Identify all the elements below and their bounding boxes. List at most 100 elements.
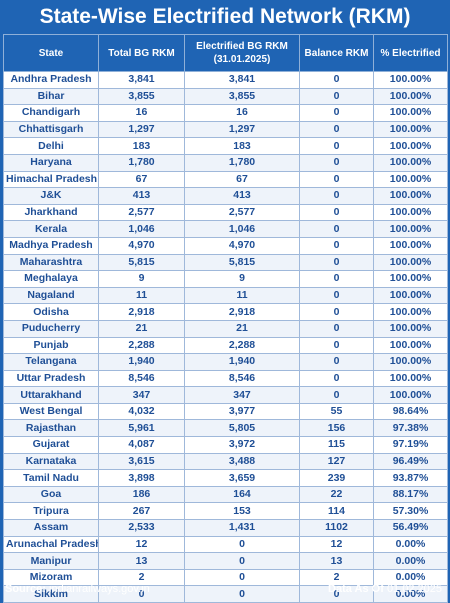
cell-state: Maharashtra — [3, 253, 99, 272]
cell-percent-electrified: 98.64% — [373, 402, 448, 421]
data-as-of-value: 01.02.2025 — [386, 583, 442, 595]
cell-percent-electrified: 100.00% — [373, 170, 448, 189]
cell-balance-rkm: 0 — [299, 104, 374, 122]
cell-electrified-bg-rkm: 3,855 — [184, 87, 300, 106]
cell-balance-rkm: 127 — [299, 452, 374, 471]
cell-total-bg-rkm: 186 — [98, 485, 185, 504]
cell-percent-electrified: 0.00% — [373, 568, 448, 587]
cell-state: Tamil Nadu — [3, 469, 99, 487]
cell-electrified-bg-rkm: 8,546 — [184, 369, 300, 388]
table-row: Sikkim 0 0 0 0.00% — [3, 585, 448, 603]
cell-electrified-bg-rkm: 3,977 — [184, 402, 300, 421]
footer: Source: indianrailways.gov.in Data As Of… — [0, 578, 450, 600]
cell-percent-electrified: 100.00% — [373, 353, 448, 371]
cell-total-bg-rkm: 267 — [98, 502, 185, 521]
cell-percent-electrified: 100.00% — [373, 71, 448, 89]
table-row: Goa 186 164 22 88.17% — [3, 485, 448, 504]
cell-balance-rkm: 22 — [299, 485, 374, 504]
table-row: Kerala 1,046 1,046 0 100.00% — [3, 220, 448, 238]
cell-state: Haryana — [3, 153, 99, 172]
cell-total-bg-rkm: 5,815 — [98, 253, 185, 272]
cell-electrified-bg-rkm: 4,970 — [184, 236, 300, 255]
header-balance-rkm: Balance RKM — [299, 34, 374, 72]
cell-state: Bihar — [3, 87, 99, 106]
cell-total-bg-rkm: 1,046 — [98, 220, 185, 238]
cell-electrified-bg-rkm: 183 — [184, 137, 300, 155]
cell-state: Manipur — [3, 552, 99, 570]
cell-state: Nagaland — [3, 286, 99, 305]
cell-percent-electrified: 100.00% — [373, 286, 448, 305]
header-state: State — [3, 34, 99, 72]
table-row: Maharashtra 5,815 5,815 0 100.00% — [3, 253, 448, 272]
cell-total-bg-rkm: 67 — [98, 170, 185, 189]
cell-state: West Bengal — [3, 402, 99, 421]
cell-balance-rkm: 0 — [299, 236, 374, 255]
cell-total-bg-rkm: 21 — [98, 319, 185, 338]
cell-electrified-bg-rkm: 1,780 — [184, 153, 300, 172]
cell-state: Assam — [3, 519, 99, 537]
cell-balance-rkm: 0 — [299, 369, 374, 388]
cell-state: Kerala — [3, 220, 99, 238]
table-row: Gujarat 4,087 3,972 115 97.19% — [3, 436, 448, 454]
cell-state: Arunachal Pradesh — [3, 535, 99, 554]
cell-state: Gujarat — [3, 436, 99, 454]
cell-total-bg-rkm: 3,898 — [98, 469, 185, 487]
table-row: Himachal Pradesh 67 67 0 100.00% — [3, 170, 448, 189]
cell-state: Uttarakhand — [3, 386, 99, 404]
cell-balance-rkm: 12 — [299, 535, 374, 554]
cell-percent-electrified: 0.00% — [373, 585, 448, 603]
cell-total-bg-rkm: 2 — [98, 568, 185, 587]
cell-electrified-bg-rkm: 1,046 — [184, 220, 300, 238]
table-row: Jharkhand 2,577 2,577 0 100.00% — [3, 203, 448, 222]
cell-balance-rkm: 0 — [299, 353, 374, 371]
cell-percent-electrified: 88.17% — [373, 485, 448, 504]
cell-state: Odisha — [3, 303, 99, 321]
cell-balance-rkm: 0 — [299, 137, 374, 155]
table-row: Karnataka 3,615 3,488 127 96.49% — [3, 452, 448, 471]
cell-percent-electrified: 100.00% — [373, 336, 448, 355]
cell-electrified-bg-rkm: 5,805 — [184, 419, 300, 438]
cell-percent-electrified: 97.38% — [373, 419, 448, 438]
cell-percent-electrified: 96.49% — [373, 452, 448, 471]
table-row: West Bengal 4,032 3,977 55 98.64% — [3, 402, 448, 421]
cell-percent-electrified: 100.00% — [373, 120, 448, 139]
table-row: Uttarakhand 347 347 0 100.00% — [3, 386, 448, 404]
cell-total-bg-rkm: 2,577 — [98, 203, 185, 222]
cell-electrified-bg-rkm: 3,972 — [184, 436, 300, 454]
cell-electrified-bg-rkm: 153 — [184, 502, 300, 521]
table-row: Chhattisgarh 1,297 1,297 0 100.00% — [3, 120, 448, 139]
cell-balance-rkm: 239 — [299, 469, 374, 487]
cell-state: Andhra Pradesh — [3, 71, 99, 89]
cell-electrified-bg-rkm: 1,940 — [184, 353, 300, 371]
table-row: Uttar Pradesh 8,546 8,546 0 100.00% — [3, 369, 448, 388]
table-row: Odisha 2,918 2,918 0 100.00% — [3, 303, 448, 321]
cell-total-bg-rkm: 413 — [98, 187, 185, 205]
cell-balance-rkm: 0 — [299, 336, 374, 355]
cell-total-bg-rkm: 2,918 — [98, 303, 185, 321]
cell-percent-electrified: 100.00% — [373, 386, 448, 404]
cell-percent-electrified: 100.00% — [373, 270, 448, 288]
cell-electrified-bg-rkm: 164 — [184, 485, 300, 504]
cell-percent-electrified: 100.00% — [373, 220, 448, 238]
cell-balance-rkm: 0 — [299, 253, 374, 272]
cell-percent-electrified: 57.30% — [373, 502, 448, 521]
cell-electrified-bg-rkm: 21 — [184, 319, 300, 338]
cell-state: Rajasthan — [3, 419, 99, 438]
source-value: indianrailways.gov.in — [49, 583, 150, 595]
cell-balance-rkm: 0 — [299, 170, 374, 189]
cell-percent-electrified: 100.00% — [373, 87, 448, 106]
table-row: Tamil Nadu 3,898 3,659 239 93.87% — [3, 469, 448, 487]
cell-total-bg-rkm: 1,297 — [98, 120, 185, 139]
cell-balance-rkm: 0 — [299, 386, 374, 404]
cell-electrified-bg-rkm: 3,841 — [184, 71, 300, 89]
cell-state: Chhattisgarh — [3, 120, 99, 139]
cell-total-bg-rkm: 347 — [98, 386, 185, 404]
cell-percent-electrified: 100.00% — [373, 253, 448, 272]
cell-state: Mizoram — [3, 568, 99, 587]
cell-total-bg-rkm: 3,615 — [98, 452, 185, 471]
table-row: Punjab 2,288 2,288 0 100.00% — [3, 336, 448, 355]
cell-balance-rkm: 156 — [299, 419, 374, 438]
cell-total-bg-rkm: 3,855 — [98, 87, 185, 106]
cell-state: Uttar Pradesh — [3, 369, 99, 388]
cell-percent-electrified: 100.00% — [373, 319, 448, 338]
